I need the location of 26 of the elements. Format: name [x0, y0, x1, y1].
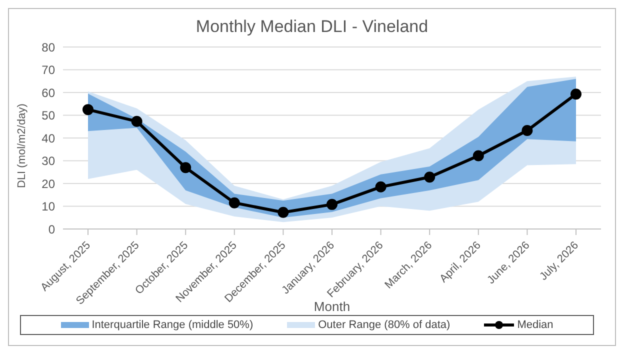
x-axis-title: Month	[314, 299, 350, 314]
point	[278, 206, 289, 218]
y-tick-label: 10	[42, 200, 56, 214]
point	[570, 88, 582, 100]
y-tick-label: 30	[42, 154, 56, 168]
legend-label: Interquartile Range (middle 50%)	[90, 319, 254, 331]
y-tick-label: 20	[42, 176, 56, 191]
y-tick-label: 80	[42, 40, 56, 54]
y-tick-label: 60	[42, 86, 56, 100]
point	[424, 172, 436, 183]
point	[326, 198, 338, 210]
legend-label: Median	[516, 319, 554, 331]
y-tick-label: 40	[42, 131, 56, 146]
y-axis-title: DLI (mol/m2/day)	[16, 104, 28, 188]
point	[180, 162, 192, 174]
point	[522, 124, 533, 136]
point	[131, 116, 142, 127]
point	[82, 104, 94, 116]
legend-label: Outer Range (80% of data)	[317, 319, 450, 331]
y-tick-label: 0	[48, 222, 56, 236]
y-tick-label: 50	[42, 108, 56, 123]
point	[472, 150, 484, 162]
chart-title: Monthly Median DLI - Vineland	[196, 17, 428, 36]
point	[228, 197, 240, 208]
point	[375, 181, 386, 192]
y-tick-label: 70	[42, 63, 56, 78]
